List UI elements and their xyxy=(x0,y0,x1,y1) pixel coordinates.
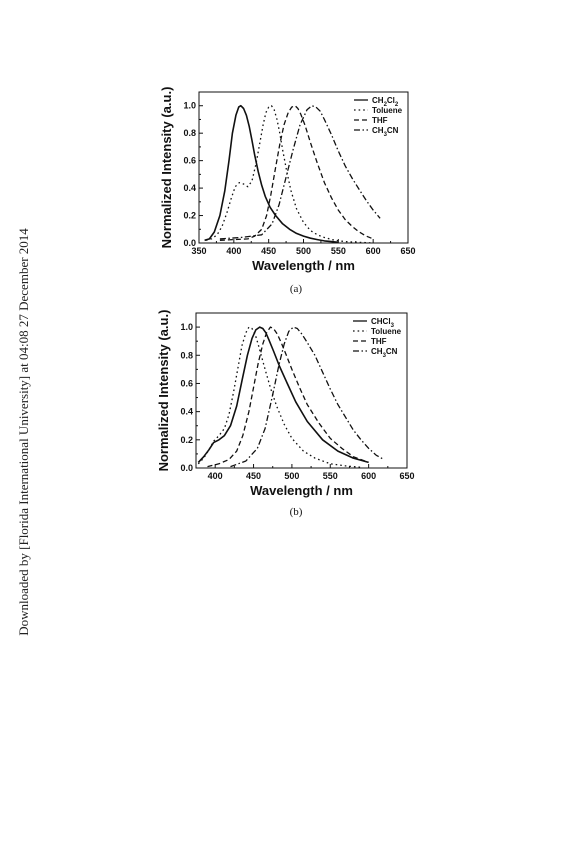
x-tick-label: 550 xyxy=(323,471,338,481)
y-axis-title: Normalized Intensity (a.u.) xyxy=(159,87,174,249)
x-axis-title: Wavelength / nm xyxy=(252,258,355,273)
series-line-chcl3 xyxy=(197,326,369,464)
x-tick-label: 350 xyxy=(191,246,206,256)
series-line-ch2cl2 xyxy=(204,104,339,244)
x-tick-label: 500 xyxy=(284,471,299,481)
legend-label: THF xyxy=(371,337,387,346)
x-tick-label: 600 xyxy=(366,246,381,256)
legend-label: CHCl3 xyxy=(371,317,395,329)
y-tick-label: 0.2 xyxy=(180,435,193,445)
series-line-ch3cn xyxy=(219,105,381,240)
legend-label: CH3CN xyxy=(371,347,398,359)
y-tick-label: 0.0 xyxy=(183,238,196,248)
series-line-thf xyxy=(207,326,369,468)
chart-panel-b: 400 450 500 550 600 650 0.0 0.2 0.4 0.6 0.8 1.0 Wave… xyxy=(156,310,415,518)
x-tick-label: 550 xyxy=(331,246,346,256)
y-tick-label: 0.4 xyxy=(183,183,196,193)
y-tick-label: 0.8 xyxy=(183,128,196,138)
y-tick-label: 1.0 xyxy=(180,322,193,332)
series-line-thf xyxy=(219,105,374,241)
series-line-toluene xyxy=(197,326,362,468)
chart-panel-a: 350 400 450 500 550 600 650 0.0 0.2 0.4 0.6 0.8 1.0 W… xyxy=(159,87,416,295)
y-tick-label: 0.6 xyxy=(180,378,193,388)
y-tick-label: 0.2 xyxy=(183,211,196,221)
legend-label: CH2Cl2 xyxy=(372,96,399,108)
y-tick-label: 0.8 xyxy=(180,350,193,360)
series-line-toluene xyxy=(205,105,374,244)
x-tick-label: 650 xyxy=(399,471,414,481)
y-tick-label: 0.4 xyxy=(180,407,193,417)
legend-label: THF xyxy=(372,116,388,125)
legend-label: Toluene xyxy=(371,327,402,336)
x-tick-label: 650 xyxy=(400,246,415,256)
x-axis-title: Wavelength / nm xyxy=(250,483,353,498)
y-axis-title: Normalized Intensity (a.u.) xyxy=(156,310,171,472)
x-tick-label: 450 xyxy=(246,471,261,481)
figure-caption: (b) xyxy=(290,506,303,518)
x-tick-label: 600 xyxy=(361,471,376,481)
legend-label: CH3CN xyxy=(372,126,399,138)
series-line-ch3cn xyxy=(230,326,385,468)
figure-caption: (a) xyxy=(290,283,303,295)
x-tick-label: 400 xyxy=(208,471,223,481)
x-tick-label: 450 xyxy=(261,246,276,256)
x-tick-label: 500 xyxy=(296,246,311,256)
y-tick-label: 0.6 xyxy=(183,156,196,166)
x-tick-label: 400 xyxy=(226,246,241,256)
legend-label: Toluene xyxy=(372,106,403,115)
y-tick-label: 0.0 xyxy=(180,463,193,473)
plot-frame xyxy=(195,312,408,469)
y-tick-label: 1.0 xyxy=(183,101,196,111)
